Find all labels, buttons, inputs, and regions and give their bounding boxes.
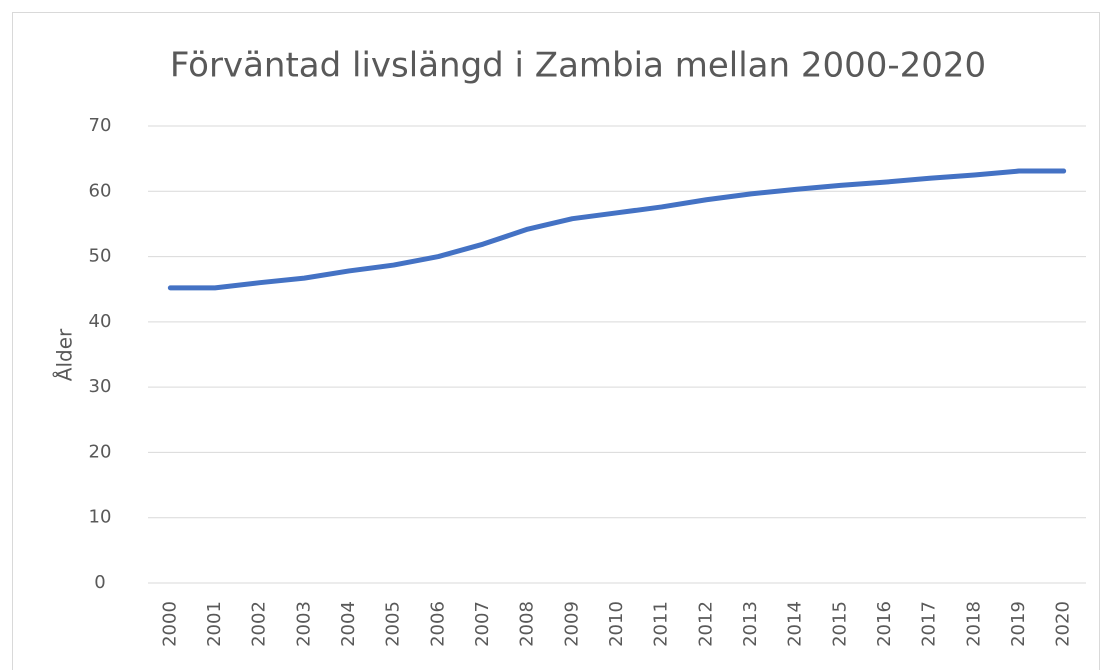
- y-tick-label: 10: [89, 507, 112, 528]
- y-tick-label: 70: [89, 115, 112, 136]
- x-tick-label: 2005: [383, 601, 404, 647]
- x-tick-label: 2001: [204, 601, 225, 647]
- x-tick-label: 2003: [293, 601, 314, 647]
- y-tick-label: 50: [89, 246, 112, 267]
- chart-title: Förväntad livslängd i Zambia mellan 2000…: [170, 46, 986, 86]
- y-tick-label: 30: [89, 376, 112, 397]
- x-tick-label: 2012: [695, 601, 716, 647]
- y-tick-label: 40: [89, 311, 112, 332]
- x-tick-label: 2014: [785, 601, 806, 647]
- x-tick-label: 2004: [338, 601, 359, 647]
- x-tick-label: 2007: [472, 601, 493, 647]
- y-tick-label: 20: [89, 441, 112, 462]
- x-tick-label: 2015: [829, 601, 850, 647]
- chart-frame: [12, 12, 1100, 670]
- x-tick-label: 2019: [1008, 601, 1029, 647]
- x-tick-label: 2020: [1053, 601, 1074, 647]
- y-axis-label: Ålder: [53, 328, 77, 381]
- x-tick-label: 2016: [874, 601, 895, 647]
- x-tick-label: 2009: [561, 601, 582, 647]
- x-tick-label: 2013: [740, 601, 761, 647]
- x-tick-label: 2008: [517, 601, 538, 647]
- y-tick-label: 0: [94, 572, 105, 593]
- y-tick-label: 60: [89, 180, 112, 201]
- x-tick-label: 2002: [249, 601, 270, 647]
- x-tick-label: 2000: [159, 601, 180, 647]
- data-line: [167, 168, 1067, 291]
- x-tick-label: 2017: [919, 601, 940, 647]
- x-tick-label: 2018: [963, 601, 984, 647]
- x-tick-label: 2010: [606, 601, 627, 647]
- x-tick-label: 2011: [651, 601, 672, 647]
- x-tick-label: 2006: [427, 601, 448, 647]
